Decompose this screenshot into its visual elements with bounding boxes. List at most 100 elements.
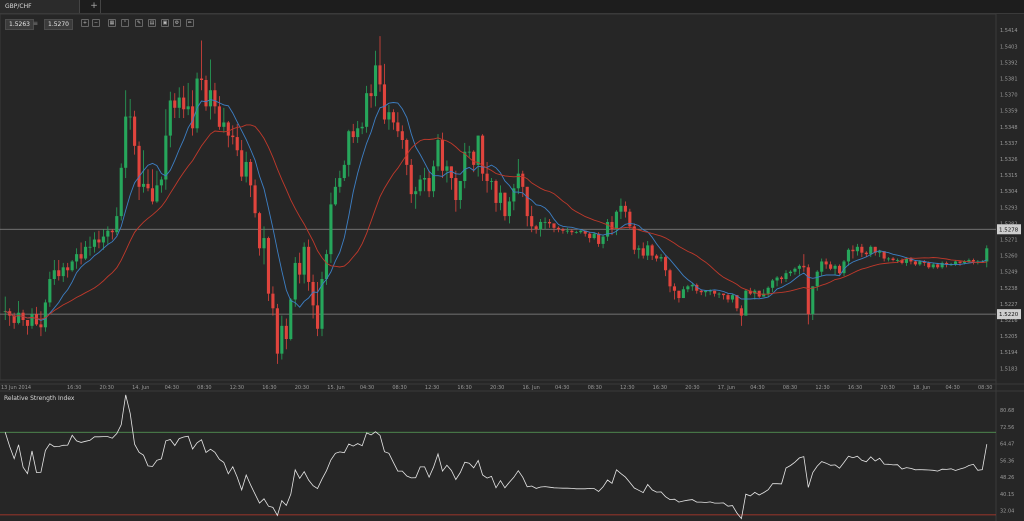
candle-body <box>802 265 806 268</box>
candle-body <box>628 211 632 227</box>
draw-tools-icon[interactable]: ✎ <box>135 19 143 27</box>
candle-body <box>539 221 543 230</box>
candle-body <box>396 122 400 132</box>
rsi-line <box>4 394 988 520</box>
candle-body <box>235 137 239 151</box>
zoom-out-icon[interactable]: − <box>92 19 100 27</box>
spread-icon: ≡ <box>33 20 39 27</box>
candle-body <box>284 325 288 340</box>
candle-body <box>289 299 293 340</box>
candle-body <box>387 112 391 120</box>
candle-body <box>565 230 569 232</box>
time-tick-label: 08:30 <box>588 385 602 391</box>
price-tick-label: 1.5392 <box>1000 60 1018 66</box>
candle-body <box>150 188 155 202</box>
candle-body <box>842 261 846 274</box>
time-tick-label: 12:30 <box>425 385 439 391</box>
candle-body <box>440 140 445 171</box>
candle-body <box>25 320 30 326</box>
candle-body <box>418 179 422 192</box>
candle-body <box>985 248 989 262</box>
candle-body <box>373 65 378 97</box>
time-tick-label: 16:30 <box>457 385 471 391</box>
time-tick-label: 08:30 <box>783 385 797 391</box>
screenshot-icon[interactable]: ▣ <box>161 19 169 27</box>
candle-body <box>333 186 337 205</box>
candle-body <box>771 280 775 288</box>
tab-gbp-chf[interactable]: GBP/CHF <box>0 0 80 13</box>
candle-body <box>293 262 297 300</box>
candle-body <box>262 238 266 249</box>
candle-body <box>708 290 712 292</box>
candle-body <box>753 290 757 294</box>
candle-body <box>922 261 926 263</box>
bid-price: 1.5263 <box>5 19 34 30</box>
candle-body <box>445 166 449 171</box>
candle-body <box>423 178 427 180</box>
candle-body <box>552 223 556 228</box>
candle-body <box>101 236 105 243</box>
chart-type-icon[interactable]: ⌃ <box>121 19 129 27</box>
price-tick-label: 1.5227 <box>1000 302 1018 308</box>
candle-body <box>481 135 485 174</box>
candle-body <box>141 183 146 187</box>
indicators-icon[interactable]: ▦ <box>108 19 116 27</box>
candle-body <box>208 90 213 107</box>
candle-body <box>610 221 614 230</box>
candle-body <box>467 151 471 153</box>
candle-body <box>574 232 578 233</box>
candle-body <box>498 192 503 203</box>
price-panel-frame <box>0 13 997 381</box>
candle-body <box>730 295 735 300</box>
candle-body <box>605 221 610 237</box>
candle-body <box>851 249 855 252</box>
price-tick-label: 1.5216 <box>1000 318 1018 324</box>
candle-body <box>369 93 373 97</box>
time-tick-label: 16. Jun <box>523 385 540 391</box>
candle-body <box>57 270 61 277</box>
horizontal-line-tag <box>997 309 1021 320</box>
time-tick-label: 20:30 <box>100 385 114 391</box>
candle-body <box>199 78 204 80</box>
time-tick-label: 08:30 <box>978 385 992 391</box>
time-tick-label: 15. Jun <box>327 385 344 391</box>
candle-body <box>588 233 592 239</box>
candle-body <box>891 258 895 260</box>
zoom-in-icon[interactable]: + <box>81 19 89 27</box>
candle-body <box>895 260 900 261</box>
template-icon[interactable]: ▤ <box>148 19 156 27</box>
candle-body <box>489 180 494 182</box>
candle-body <box>244 161 248 177</box>
edit-icon[interactable]: ✏ <box>186 19 194 27</box>
candle-body <box>663 257 668 271</box>
candle-body <box>677 290 681 299</box>
candle-body <box>88 246 92 248</box>
candle-body <box>70 261 74 271</box>
candle-body <box>119 167 123 217</box>
candle-body <box>115 216 119 233</box>
candle-body <box>177 97 181 108</box>
candle-body <box>43 302 47 328</box>
candle-body <box>48 279 52 303</box>
candle-body <box>583 230 587 234</box>
time-tick-label: 12:30 <box>620 385 634 391</box>
candle-body <box>967 260 971 262</box>
price-tick-label: 1.5183 <box>1000 366 1018 372</box>
candle-body <box>824 261 828 265</box>
candle-body <box>302 246 306 275</box>
candle-body <box>882 251 886 259</box>
candle-body <box>516 173 520 189</box>
settings-icon[interactable]: ⚙ <box>173 19 181 27</box>
time-tick-label: 13 Jun 2014 <box>1 385 31 391</box>
time-tick-label: 08:30 <box>392 385 406 391</box>
candle-body <box>784 273 788 280</box>
candle-body <box>619 205 623 212</box>
candle-body <box>579 230 583 233</box>
candle-body <box>672 286 677 291</box>
candle-body <box>806 267 810 315</box>
candle-body <box>146 183 150 189</box>
add-tab-button[interactable]: + <box>88 0 101 13</box>
candle-body <box>775 277 779 281</box>
candle-body <box>971 260 975 262</box>
